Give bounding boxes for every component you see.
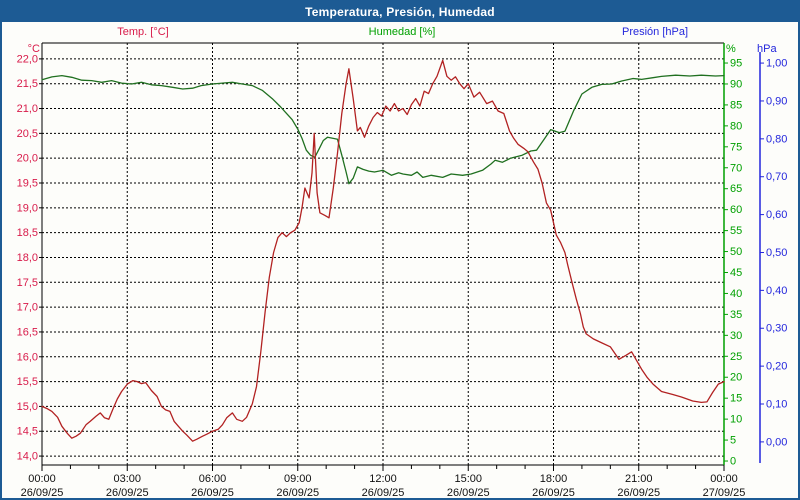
svg-text:19,5: 19,5	[17, 178, 38, 190]
svg-text:70: 70	[730, 162, 742, 174]
svg-text:45: 45	[730, 267, 742, 279]
humidity-series-line	[41, 74, 725, 185]
svg-text:95: 95	[730, 58, 742, 70]
svg-text:26/09/25: 26/09/25	[532, 487, 575, 499]
svg-text:18,0: 18,0	[17, 252, 38, 264]
svg-text:0,90: 0,90	[766, 95, 787, 107]
svg-text:21,5: 21,5	[17, 78, 38, 90]
svg-text:20,0: 20,0	[17, 153, 38, 165]
plot-frame	[41, 42, 761, 466]
humidity-unit-label: %	[726, 43, 736, 55]
svg-text:85: 85	[730, 99, 742, 111]
svg-text:18,5: 18,5	[17, 227, 38, 239]
series-lines	[41, 59, 725, 442]
pressure-unit-label: hPa	[757, 43, 777, 55]
svg-text:30: 30	[730, 330, 742, 342]
axis-ticks	[39, 58, 764, 471]
svg-text:60: 60	[730, 204, 742, 216]
svg-text:26/09/25: 26/09/25	[617, 487, 660, 499]
svg-text:26/09/25: 26/09/25	[276, 487, 319, 499]
svg-text:26/09/25: 26/09/25	[447, 487, 490, 499]
svg-text:16,5: 16,5	[17, 326, 38, 338]
svg-text:14,0: 14,0	[17, 451, 38, 463]
temp-series-line	[41, 59, 725, 442]
svg-text:17,5: 17,5	[17, 277, 38, 289]
svg-text:10: 10	[730, 414, 742, 426]
svg-text:15:00: 15:00	[454, 473, 482, 485]
svg-text:80: 80	[730, 120, 742, 132]
svg-text:00:00: 00:00	[710, 473, 738, 485]
svg-text:35: 35	[730, 309, 742, 321]
temp-unit-label: °C	[27, 43, 40, 55]
svg-text:0,30: 0,30	[766, 323, 787, 335]
svg-text:18:00: 18:00	[540, 473, 568, 485]
svg-text:26/09/25: 26/09/25	[362, 487, 405, 499]
svg-text:20: 20	[730, 372, 742, 384]
legend-temp-label: Temp. [°C]	[117, 26, 169, 38]
svg-text:50: 50	[730, 246, 742, 258]
svg-text:40: 40	[730, 288, 742, 300]
svg-text:0,10: 0,10	[766, 399, 787, 411]
svg-text:15: 15	[730, 393, 742, 405]
svg-text:0: 0	[730, 456, 736, 468]
svg-text:0,00: 0,00	[766, 436, 787, 448]
svg-text:20,5: 20,5	[17, 128, 38, 140]
axis-tick-labels: 22,0 21,5 21,0 20,5 20,0 19,5 19,0 18,5 18,0 17,5…	[17, 53, 788, 499]
svg-text:0,70: 0,70	[766, 171, 787, 183]
svg-text:16,0: 16,0	[17, 351, 38, 363]
svg-text:90: 90	[730, 78, 742, 90]
svg-text:75: 75	[730, 141, 742, 153]
legend-humidity-label: Humedad [%]	[368, 26, 436, 38]
svg-text:21:00: 21:00	[625, 473, 653, 485]
svg-text:5: 5	[730, 435, 736, 447]
svg-text:65: 65	[730, 183, 742, 195]
svg-text:1,00: 1,00	[766, 58, 787, 70]
gridlines	[42, 43, 724, 465]
svg-text:55: 55	[730, 225, 742, 237]
svg-text:0,20: 0,20	[766, 361, 787, 373]
svg-text:14,5: 14,5	[17, 426, 38, 438]
svg-text:15,5: 15,5	[17, 376, 38, 388]
svg-text:26/09/25: 26/09/25	[191, 487, 234, 499]
svg-text:0,80: 0,80	[766, 133, 787, 145]
window-title: Temperatura, Presión, Humedad	[305, 5, 495, 19]
svg-text:22,0: 22,0	[17, 53, 38, 65]
svg-text:25: 25	[730, 351, 742, 363]
svg-text:21,0: 21,0	[17, 103, 38, 115]
svg-text:19,0: 19,0	[17, 202, 38, 214]
svg-text:06:00: 06:00	[199, 473, 227, 485]
title-bar: Temperatura, Presión, Humedad	[2, 2, 798, 22]
svg-text:0,60: 0,60	[766, 209, 787, 221]
svg-text:15,0: 15,0	[17, 401, 38, 413]
svg-text:26/09/25: 26/09/25	[106, 487, 149, 499]
legend-pressure-label: Presión [hPa]	[621, 26, 689, 38]
svg-text:09:00: 09:00	[284, 473, 312, 485]
svg-text:0,40: 0,40	[766, 285, 787, 297]
svg-text:03:00: 03:00	[113, 473, 141, 485]
svg-text:26/09/25: 26/09/25	[21, 487, 64, 499]
svg-text:27/09/25: 27/09/25	[703, 487, 746, 499]
svg-text:12:00: 12:00	[369, 473, 397, 485]
svg-text:00:00: 00:00	[28, 473, 56, 485]
svg-text:17,0: 17,0	[17, 302, 38, 314]
svg-text:0,50: 0,50	[766, 247, 787, 259]
